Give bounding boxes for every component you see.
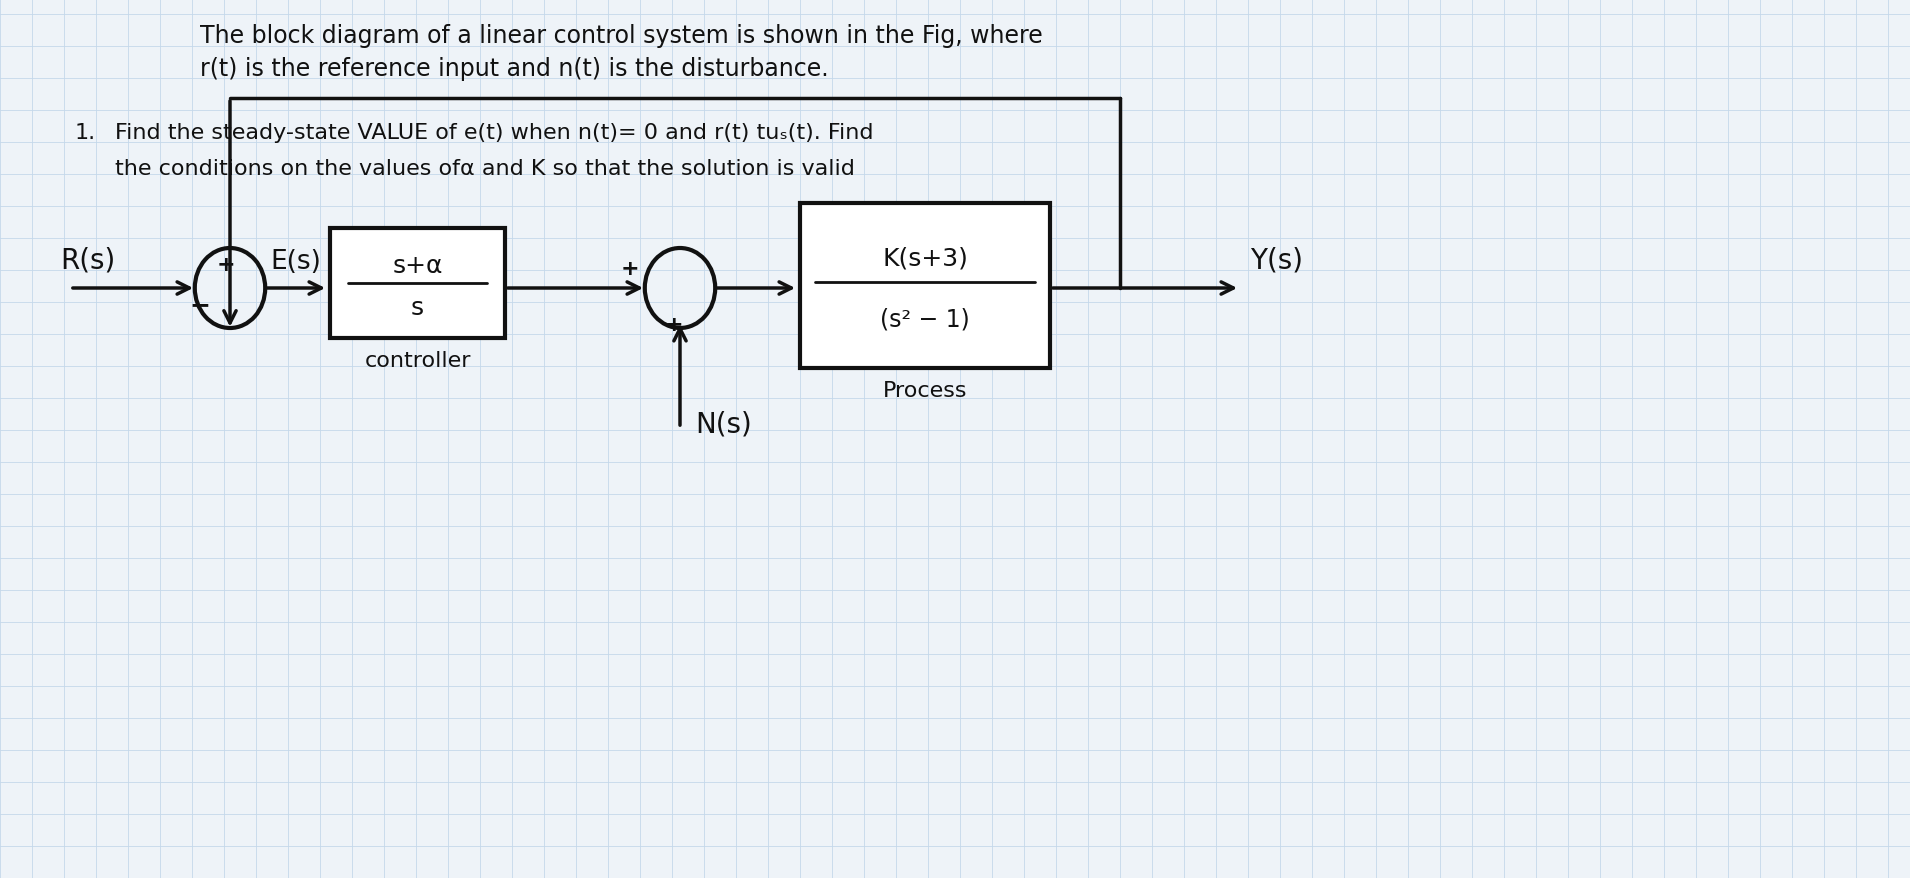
Text: (s² − 1): (s² − 1): [881, 307, 970, 331]
Text: +: +: [621, 259, 640, 278]
Text: The block diagram of a linear control system is shown in the Fig, where: The block diagram of a linear control sy…: [201, 24, 1043, 48]
Text: 1.: 1.: [74, 123, 96, 143]
Text: R(s): R(s): [59, 246, 115, 274]
FancyBboxPatch shape: [330, 229, 504, 339]
FancyBboxPatch shape: [800, 204, 1050, 369]
Text: Find the steady-state VALUE of e(t) when n(t)= 0 and r(t) tuₛ(t). Find: Find the steady-state VALUE of e(t) when…: [115, 123, 873, 143]
Text: K(s+3): K(s+3): [882, 246, 968, 270]
Text: Process: Process: [882, 380, 966, 400]
Text: controller: controller: [365, 350, 470, 371]
Text: the conditions on the values ofα and K so that the solution is valid: the conditions on the values ofα and K s…: [115, 159, 856, 179]
Text: +: +: [665, 314, 684, 335]
Text: −: −: [189, 292, 210, 317]
Text: E(s): E(s): [269, 248, 321, 275]
Text: N(s): N(s): [695, 411, 753, 438]
Text: r(t) is the reference input and n(t) is the disturbance.: r(t) is the reference input and n(t) is …: [201, 57, 829, 81]
Text: s+α: s+α: [392, 254, 443, 278]
Text: s: s: [411, 296, 424, 320]
Text: +: +: [216, 255, 235, 275]
Text: Y(s): Y(s): [1249, 246, 1303, 274]
